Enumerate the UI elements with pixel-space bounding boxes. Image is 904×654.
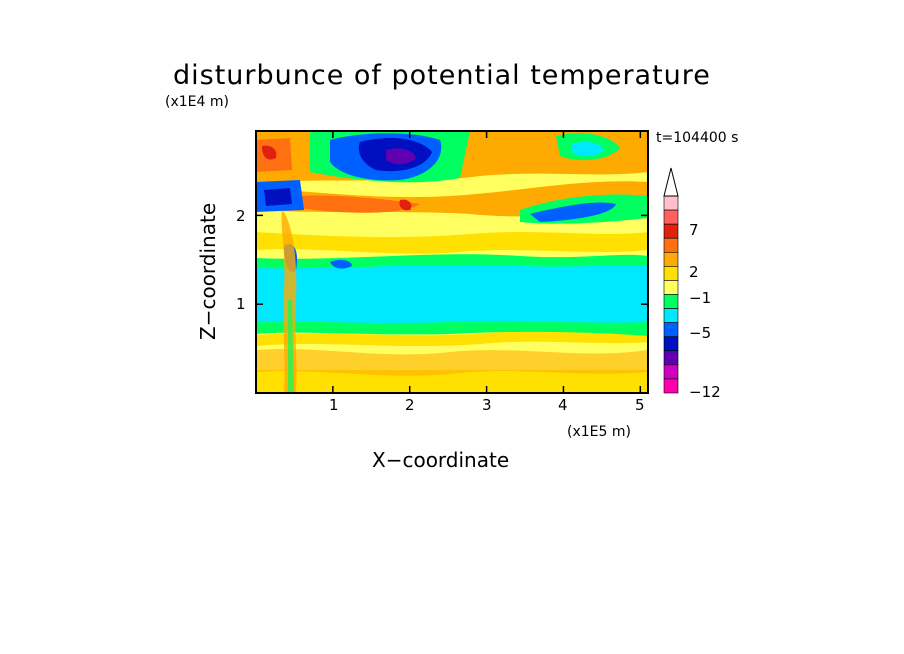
- colorbar-swatch: [663, 251, 679, 267]
- colorbar-label: −12: [689, 383, 721, 401]
- x-tick-label: 4: [558, 396, 568, 414]
- plot-frame: [255, 130, 649, 394]
- x-tick-label: 5: [635, 396, 645, 414]
- x-axis-label: X−coordinate: [372, 448, 510, 472]
- colorbar-swatch: [663, 223, 679, 239]
- colorbar-swatch: [663, 336, 679, 352]
- y-axis-label: Z−coordinate: [196, 202, 220, 340]
- colorbar-swatch: [663, 237, 679, 253]
- field-band: [288, 300, 294, 393]
- field-band: [256, 330, 648, 346]
- x-axis-ticks: [332, 131, 642, 393]
- colorbar-swatch: [663, 280, 679, 295]
- field-band: [264, 188, 292, 206]
- colorbar-label: 7: [689, 221, 699, 239]
- colorbar-swatch: [663, 195, 679, 211]
- field-band: [530, 202, 616, 222]
- colorbar-swatch: [663, 294, 679, 309]
- field-band: [386, 148, 416, 165]
- field-band: [256, 348, 648, 376]
- y-axis-unit: (x1E4 m): [165, 94, 229, 110]
- colorbar-swatch: [663, 378, 679, 394]
- x-tick-label: 1: [329, 396, 339, 414]
- chart-title: disturbunce of potential temperature: [173, 60, 711, 91]
- colorbar-label: 2: [689, 263, 699, 281]
- y-tick-label: 2: [236, 207, 246, 225]
- field-band: [262, 145, 277, 160]
- field-band: [256, 370, 648, 393]
- field-band: [330, 259, 352, 269]
- colorbar-swatch: [663, 364, 679, 380]
- field-band: [300, 195, 420, 213]
- colorbar-swatch: [663, 322, 679, 338]
- time-label: t=104400 s: [656, 130, 739, 146]
- x-axis-unit: (x1E5 m): [567, 424, 631, 440]
- field-band: [399, 199, 412, 211]
- colorbar-swatch: [663, 209, 679, 225]
- plot-area: [256, 131, 648, 393]
- field-band: [256, 232, 648, 254]
- y-tick-label: 1: [236, 295, 246, 313]
- colorbar-swatch: [663, 266, 679, 281]
- y-axis-ticks: [256, 214, 648, 305]
- colorbar-extend-arrow: [663, 167, 679, 197]
- colorbar-label: −1: [689, 289, 712, 307]
- colorbar: [663, 167, 679, 394]
- colorbar-swatch: [663, 350, 679, 366]
- x-tick-label: 3: [482, 396, 492, 414]
- colorbar-swatch: [663, 308, 679, 323]
- field-band: [572, 142, 604, 157]
- field-band: [256, 264, 648, 323]
- colorbar-label: −5: [689, 324, 712, 342]
- x-tick-label: 2: [405, 396, 415, 414]
